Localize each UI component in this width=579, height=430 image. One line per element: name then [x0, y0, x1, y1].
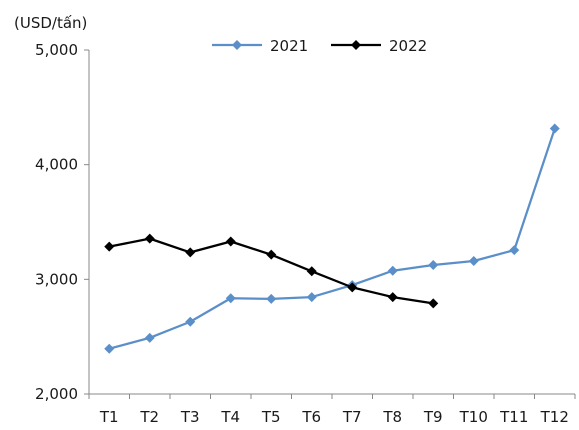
legend-swatch-marker: [351, 40, 361, 50]
data-point-2022: [387, 292, 398, 303]
series-2022: [104, 233, 439, 309]
data-point-2022: [306, 266, 317, 277]
x-tick-label: T5: [261, 408, 281, 426]
data-point-2022: [225, 236, 236, 247]
data-point-2021: [387, 265, 398, 276]
series-line-2021: [108, 128, 556, 350]
data-point-2021: [306, 292, 317, 303]
legend-label: 2022: [389, 37, 427, 55]
data-point-2021: [468, 255, 479, 266]
x-axis: T1 T2 T3 T4 T5 T6 T7 T8 T9 T10 T11 T12: [88, 394, 576, 426]
legend-item-2021: 2021: [212, 37, 308, 55]
legend: 2021 2022: [212, 37, 427, 55]
y-tick-label: 3,000: [35, 270, 78, 288]
x-tick-label: T7: [342, 408, 362, 426]
y-unit-label: (USD/tấn): [14, 14, 87, 32]
data-point-2022: [185, 247, 196, 258]
data-point-2022: [428, 298, 439, 309]
y-axis: 2,000 3,000 4,000 5,000: [35, 41, 89, 403]
y-tick-label: 2,000: [35, 385, 78, 403]
y-tick-label: 4,000: [35, 156, 78, 174]
data-point-2021: [509, 245, 520, 256]
series-layer: [104, 123, 560, 354]
legend-swatch-marker: [232, 40, 242, 50]
legend-item-2022: 2022: [331, 37, 427, 55]
series-line-2022: [109, 237, 434, 305]
data-point-2021: [225, 293, 236, 304]
series-2021: [104, 123, 560, 354]
y-tick-label: 5,000: [35, 41, 78, 59]
data-point-2022: [144, 233, 155, 244]
x-tick-label: T8: [382, 408, 402, 426]
legend-label: 2021: [270, 37, 308, 55]
data-point-2021: [549, 123, 560, 134]
data-point-2021: [428, 260, 439, 270]
data-point-2021: [144, 332, 155, 343]
data-point-2021: [266, 293, 277, 304]
x-tick-label: T12: [540, 408, 569, 426]
x-tick-label: T11: [499, 408, 528, 426]
data-point-2021: [185, 316, 196, 327]
x-tick-label: T9: [423, 408, 443, 426]
data-point-2022: [104, 241, 115, 252]
data-point-2022: [347, 282, 358, 293]
x-tick-label: T6: [301, 408, 321, 426]
data-point-2022: [266, 249, 277, 260]
x-tick-label: T10: [459, 408, 488, 426]
x-tick-label: T1: [99, 408, 119, 426]
x-tick-label: T2: [139, 408, 159, 426]
x-tick-label: T3: [180, 408, 200, 426]
x-tick-label: T4: [220, 408, 240, 426]
data-point-2021: [104, 343, 115, 354]
